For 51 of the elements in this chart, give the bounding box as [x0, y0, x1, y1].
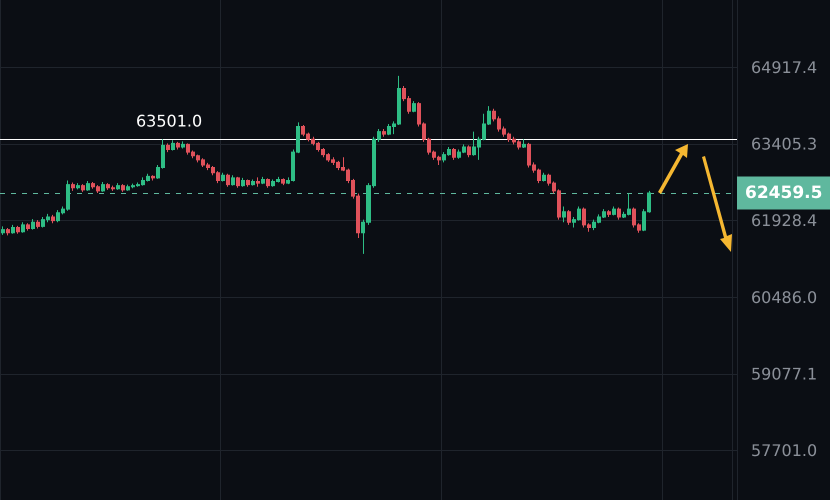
candlestick — [382, 128, 386, 138]
candlestick — [6, 228, 10, 236]
candlestick — [86, 180, 90, 192]
candlestick — [21, 222, 25, 234]
y-tick-label: 59077.1 — [751, 364, 818, 384]
candlestick — [562, 206, 566, 223]
candlestick — [251, 178, 255, 186]
candlestick — [71, 182, 75, 192]
candlestick — [166, 142, 170, 153]
candlestick — [221, 172, 225, 182]
candlestick — [231, 174, 235, 186]
candlestick — [36, 220, 40, 230]
candlestick — [1, 226, 5, 236]
ref-line-label: 62459.5 — [745, 182, 822, 203]
candlestick — [281, 178, 285, 186]
candlestick — [246, 178, 250, 188]
candlestick — [612, 206, 616, 216]
candlestick — [176, 141, 180, 150]
y-tick-label: 64917.4 — [751, 58, 818, 78]
candlestick — [567, 210, 571, 226]
candlestick — [522, 138, 526, 148]
candlestick — [542, 172, 546, 182]
y-tick-label: 60486.0 — [751, 288, 818, 307]
candlestick — [266, 178, 270, 188]
candlestick — [241, 177, 245, 188]
candlestick — [51, 214, 55, 224]
candlestick — [76, 182, 80, 190]
candlestick — [31, 218, 35, 230]
candlestick — [617, 207, 621, 220]
candlestick — [452, 147, 456, 160]
candlestick — [181, 140, 185, 150]
candlestick — [26, 222, 30, 232]
candlestick — [151, 174, 155, 181]
candlestick — [116, 182, 120, 190]
candlestick — [256, 176, 260, 188]
ref-line-label: 63501.0 — [136, 112, 202, 131]
candlestick — [467, 144, 471, 158]
candlestick — [236, 176, 240, 188]
candlestick — [121, 184, 125, 192]
y-tick-label: 61928.4 — [751, 211, 818, 230]
candlestick — [101, 182, 105, 192]
candlestick — [16, 225, 20, 234]
candlestick — [81, 184, 85, 192]
y-tick-label: 57701.0 — [751, 441, 818, 460]
candlestick — [11, 224, 15, 234]
candlestick — [171, 140, 175, 152]
candlestick — [226, 173, 230, 188]
candlestick — [412, 100, 416, 113]
candlestick — [607, 210, 611, 218]
candlestick — [261, 176, 265, 185]
y-tick-label: 63405.3 — [751, 134, 818, 154]
